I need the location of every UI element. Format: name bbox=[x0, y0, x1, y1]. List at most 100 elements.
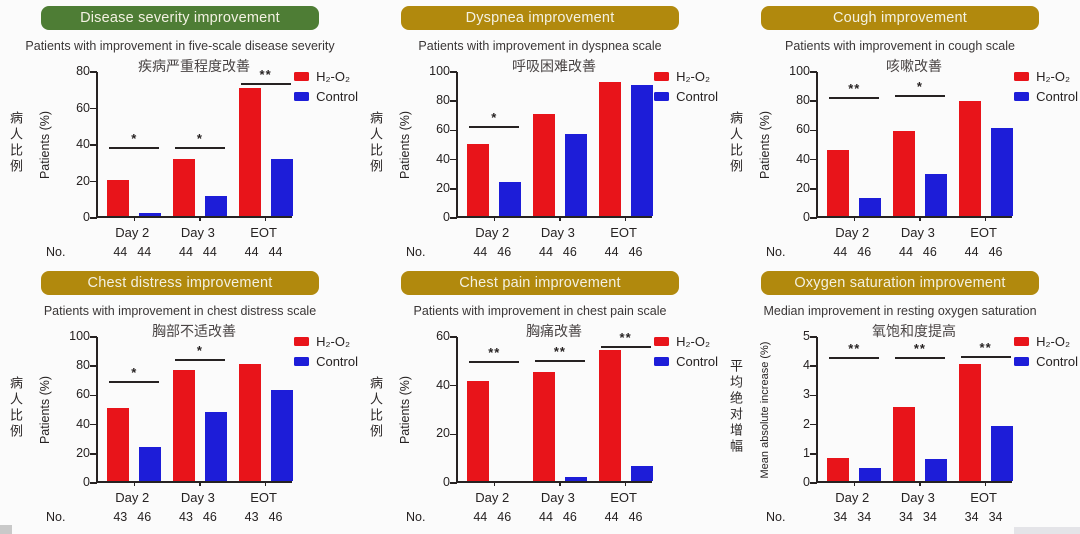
panel-dyspnea-improvement: Dyspnea improvement Patients with improve… bbox=[360, 0, 720, 265]
x-tick-label: EOT bbox=[250, 490, 277, 505]
panel-disease-severity-improvement: Disease severity improvement Patients wit… bbox=[0, 0, 360, 265]
legend-swatch-h2o2 bbox=[654, 337, 670, 346]
n-value: 43 bbox=[244, 510, 259, 524]
bar-h2o2-eot bbox=[958, 364, 981, 481]
y-tick-label: 20 bbox=[76, 445, 90, 460]
panel-subtitle: Patients with improvement in chest pain … bbox=[413, 304, 667, 318]
legend-swatch-h2o2 bbox=[294, 72, 310, 81]
x-tick-mark bbox=[199, 216, 201, 221]
legend-item-h2o2: H₂-O₂ bbox=[294, 69, 358, 84]
legend-item-control: Control bbox=[654, 354, 718, 369]
bar-h2o2-day-2 bbox=[467, 381, 490, 481]
legend: H₂-O₂ Control bbox=[654, 69, 718, 104]
y-tick-mark bbox=[90, 365, 97, 367]
legend-item-control: Control bbox=[654, 89, 718, 104]
x-tick-mark bbox=[853, 481, 855, 486]
bar-h2o2-day-3 bbox=[532, 113, 555, 216]
x-tick-label: Day 2 bbox=[115, 225, 150, 240]
chart-area: 病人比例 Patients (%) 疾病严重程度改善 0 20 40 60 80 * * ** Day… bbox=[0, 56, 360, 261]
chart-title-cn: 咳嗽改善 bbox=[886, 58, 942, 74]
y-axis-label-cn: 病人比例 bbox=[368, 376, 383, 440]
y-tick-mark bbox=[810, 394, 817, 397]
n-value: 34 bbox=[922, 510, 937, 524]
y-tick-label: 2 bbox=[803, 416, 810, 431]
bar-control-day-2 bbox=[859, 467, 882, 481]
n-value: 34 bbox=[964, 510, 979, 524]
y-tick-label: 20 bbox=[436, 426, 450, 441]
y-tick-label: 0 bbox=[443, 210, 450, 224]
y-tick-mark bbox=[450, 71, 457, 73]
y-tick-label: 5 bbox=[803, 329, 810, 343]
bar-control-eot bbox=[630, 466, 653, 481]
legend-swatch-control bbox=[654, 357, 670, 366]
y-tick-mark bbox=[450, 217, 457, 219]
x-tick-label: EOT bbox=[610, 490, 637, 505]
legend-swatch-h2o2 bbox=[1014, 72, 1030, 81]
legend-item-h2o2: H₂-O₂ bbox=[654, 334, 718, 349]
legend-label-control: Control bbox=[1036, 354, 1078, 369]
y-tick-mark bbox=[450, 433, 457, 436]
y-tick-mark bbox=[450, 188, 457, 190]
y-tick-label: 20 bbox=[76, 173, 90, 188]
significance-stars: * bbox=[131, 130, 138, 146]
panel-title: Disease severity improvement bbox=[80, 10, 280, 26]
y-tick-mark bbox=[810, 217, 817, 219]
panel-chest-pain-improvement: Chest pain improvement Patients with impr… bbox=[360, 265, 720, 534]
x-tick-mark bbox=[919, 481, 921, 486]
legend-swatch-control bbox=[654, 92, 670, 101]
y-tick-label: 40 bbox=[436, 377, 450, 392]
n-values-group: 43 46 bbox=[92, 510, 172, 524]
y-tick-mark bbox=[810, 188, 817, 190]
y-tick-mark bbox=[450, 129, 457, 132]
panel-cough-improvement: Cough improvement Patients with improveme… bbox=[720, 0, 1080, 265]
significance-stars: ** bbox=[553, 344, 566, 360]
x-tick-mark bbox=[264, 216, 267, 221]
significance-line bbox=[894, 95, 945, 98]
n-value: 44 bbox=[113, 245, 128, 259]
y-tick-label: 0 bbox=[83, 475, 90, 489]
n-value: 44 bbox=[244, 245, 259, 259]
x-tick-mark bbox=[493, 481, 495, 486]
chart-area: 病人比例 Patients (%) 胸部不适改善 0 20 40 60 80 100 * * Day … bbox=[0, 321, 360, 526]
y-tick-label: 60 bbox=[436, 122, 450, 137]
y-axis-label-en: Patients (%) bbox=[398, 375, 412, 445]
n-value: 34 bbox=[857, 510, 872, 524]
panel-chest-distress-improvement: Chest distress improvement Patients with … bbox=[0, 265, 360, 534]
bar-h2o2-day-3 bbox=[892, 131, 915, 216]
bar-h2o2-eot bbox=[958, 100, 981, 216]
y-axis-label-cn: 平均绝对增幅 bbox=[728, 359, 743, 455]
plot-area: 0 20 40 60 80 * * ** bbox=[76, 64, 293, 224]
chart-area: 病人比例 Patients (%) 呼吸困难改善 0 20 40 60 80 100 * Day 2… bbox=[360, 56, 720, 261]
significance-stars: * bbox=[916, 79, 923, 95]
legend: H₂-O₂ Control bbox=[1014, 334, 1078, 369]
n-value: 34 bbox=[899, 510, 913, 524]
legend-label-h2o2: H₂-O₂ bbox=[316, 69, 350, 84]
bar-h2o2-day-3 bbox=[892, 406, 915, 481]
no-label: No. bbox=[406, 510, 426, 524]
y-tick-mark bbox=[90, 482, 97, 484]
significance-line bbox=[469, 126, 520, 129]
panel-title: Chest distress improvement bbox=[87, 275, 273, 291]
bar-control-eot bbox=[990, 425, 1013, 481]
bar-control-day-3 bbox=[204, 195, 227, 216]
y-tick-label: 80 bbox=[796, 93, 810, 108]
bar-control-day-2 bbox=[499, 182, 522, 216]
n-values-group: 44 46 bbox=[518, 245, 598, 259]
panel-subtitle: Patients with improvement in cough scale bbox=[785, 39, 1015, 53]
significance-line bbox=[534, 360, 585, 363]
y-tick-label: 0 bbox=[443, 475, 450, 489]
n-value: 44 bbox=[473, 510, 488, 524]
bar-control-eot bbox=[630, 84, 653, 216]
n-values-group: 44 46 bbox=[452, 510, 532, 524]
bar-control-eot bbox=[270, 390, 293, 481]
n-value: 46 bbox=[857, 245, 872, 259]
y-tick-mark bbox=[450, 482, 457, 484]
n-value: 46 bbox=[497, 510, 512, 524]
y-axis-label-en: Patients (%) bbox=[398, 110, 412, 180]
significance-line bbox=[894, 357, 945, 360]
y-tick-mark bbox=[90, 336, 97, 338]
bottom-left-fragment bbox=[0, 525, 12, 534]
n-value: 44 bbox=[137, 245, 152, 259]
y-tick-mark bbox=[810, 129, 817, 132]
